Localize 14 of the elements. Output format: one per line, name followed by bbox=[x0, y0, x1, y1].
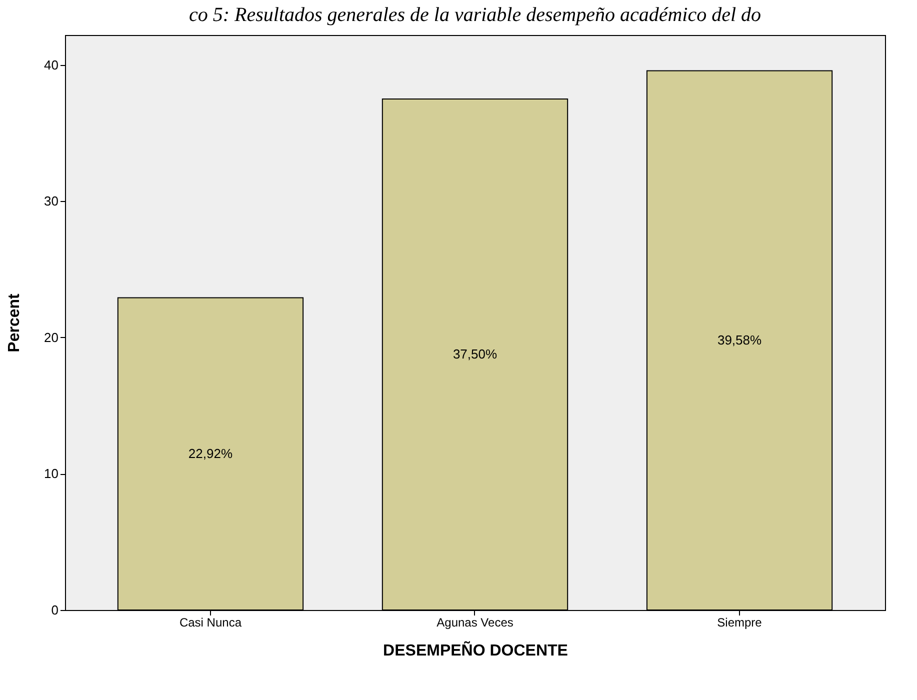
y-tick-label: 0 bbox=[51, 602, 58, 618]
y-tick-label: 40 bbox=[44, 57, 58, 72]
x-tick-label: Casi Nunca bbox=[179, 616, 242, 630]
y-tick-label: 10 bbox=[44, 466, 58, 482]
y-axis-title: Percent bbox=[6, 292, 24, 352]
chart-title: co 5: Resultados generales de la variable desempeño académico del do bbox=[188, 4, 762, 26]
data-label: 22,92% bbox=[188, 446, 233, 461]
x-axis-title: DESEMPEÑO DOCENTE bbox=[383, 640, 568, 660]
y-tick-label: 20 bbox=[44, 330, 58, 345]
y-tick-label: 30 bbox=[44, 194, 58, 209]
data-label: 37,50% bbox=[452, 346, 498, 362]
data-label: 39,58% bbox=[717, 332, 762, 348]
x-tick-label: Agunas Veces bbox=[436, 616, 514, 630]
x-tick-label: Siempre bbox=[717, 616, 762, 630]
